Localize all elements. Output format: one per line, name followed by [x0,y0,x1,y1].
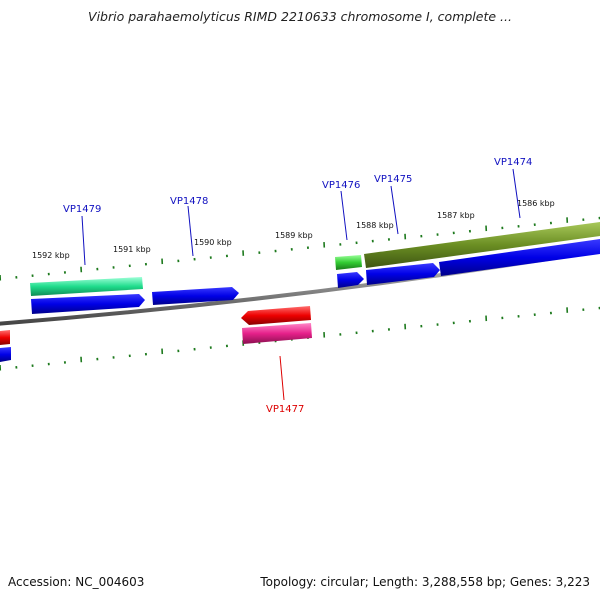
cds-arrow-vp1479[interactable] [31,294,145,314]
cds-track-reverse [0,306,312,362]
gene-label-vp1478[interactable]: VP1478 [170,196,208,207]
cds-feature-vp1477[interactable] [242,323,312,344]
kbp-label-1590: 1590 kbp [194,238,232,247]
gene-feature-vp1476[interactable] [335,255,362,270]
kbp-label-1591: 1591 kbp [113,245,151,254]
kbp-label-1588: 1588 kbp [356,221,394,230]
gene-label-vp1479[interactable]: VP1479 [63,204,101,215]
cds-arrow-vp1475[interactable] [366,263,440,285]
cds-arrow-vp1476[interactable] [337,272,364,288]
cds-arrow-edge-blue[interactable] [0,347,11,362]
kbp-label-1592: 1592 kbp [32,251,70,260]
gene-feature-vp1477[interactable] [241,306,311,325]
leader-vp1476 [340,190,348,241]
scale-labels: 1592 kbp 1591 kbp 1590 kbp 1589 kbp 1588… [32,199,555,260]
gene-labels: VP1479 VP1478 VP1476 VP1475 VP1474 VP147… [63,157,532,415]
scale-ticks-outer [0,216,600,281]
leader-vp1478 [187,205,194,257]
leader-vp1477 [279,355,285,401]
cds-arrow-vp1478[interactable] [152,287,239,305]
cds-arrow-vp1474[interactable] [439,239,600,276]
gene-label-vp1477[interactable]: VP1477 [266,404,304,415]
kbp-label-1586: 1586 kbp [517,199,555,208]
map-title: Vibrio parahaemolyticus RIMD 2210633 chr… [88,9,512,24]
leader-vp1479 [81,215,86,266]
gene-feature-edge-red[interactable] [0,330,10,345]
gene-track-outer [30,222,600,296]
gene-label-vp1475[interactable]: VP1475 [374,174,412,185]
gene-label-vp1476[interactable]: VP1476 [322,180,360,191]
gene-feature-vp1479[interactable] [30,277,143,296]
label-leaders [81,168,521,401]
kbp-label-1589: 1589 kbp [275,231,313,240]
cds-track-forward [31,239,600,314]
leader-vp1474 [512,168,521,219]
kbp-label-1587: 1587 kbp [437,211,475,220]
genome-summary-text: Topology: circular; Length: 3,288,558 bp… [260,575,590,589]
gene-feature-vp1474[interactable] [364,222,600,268]
accession-text: Accession: NC_004603 [8,575,145,589]
leader-vp1475 [390,185,399,235]
gene-label-vp1474[interactable]: VP1474 [494,157,532,168]
